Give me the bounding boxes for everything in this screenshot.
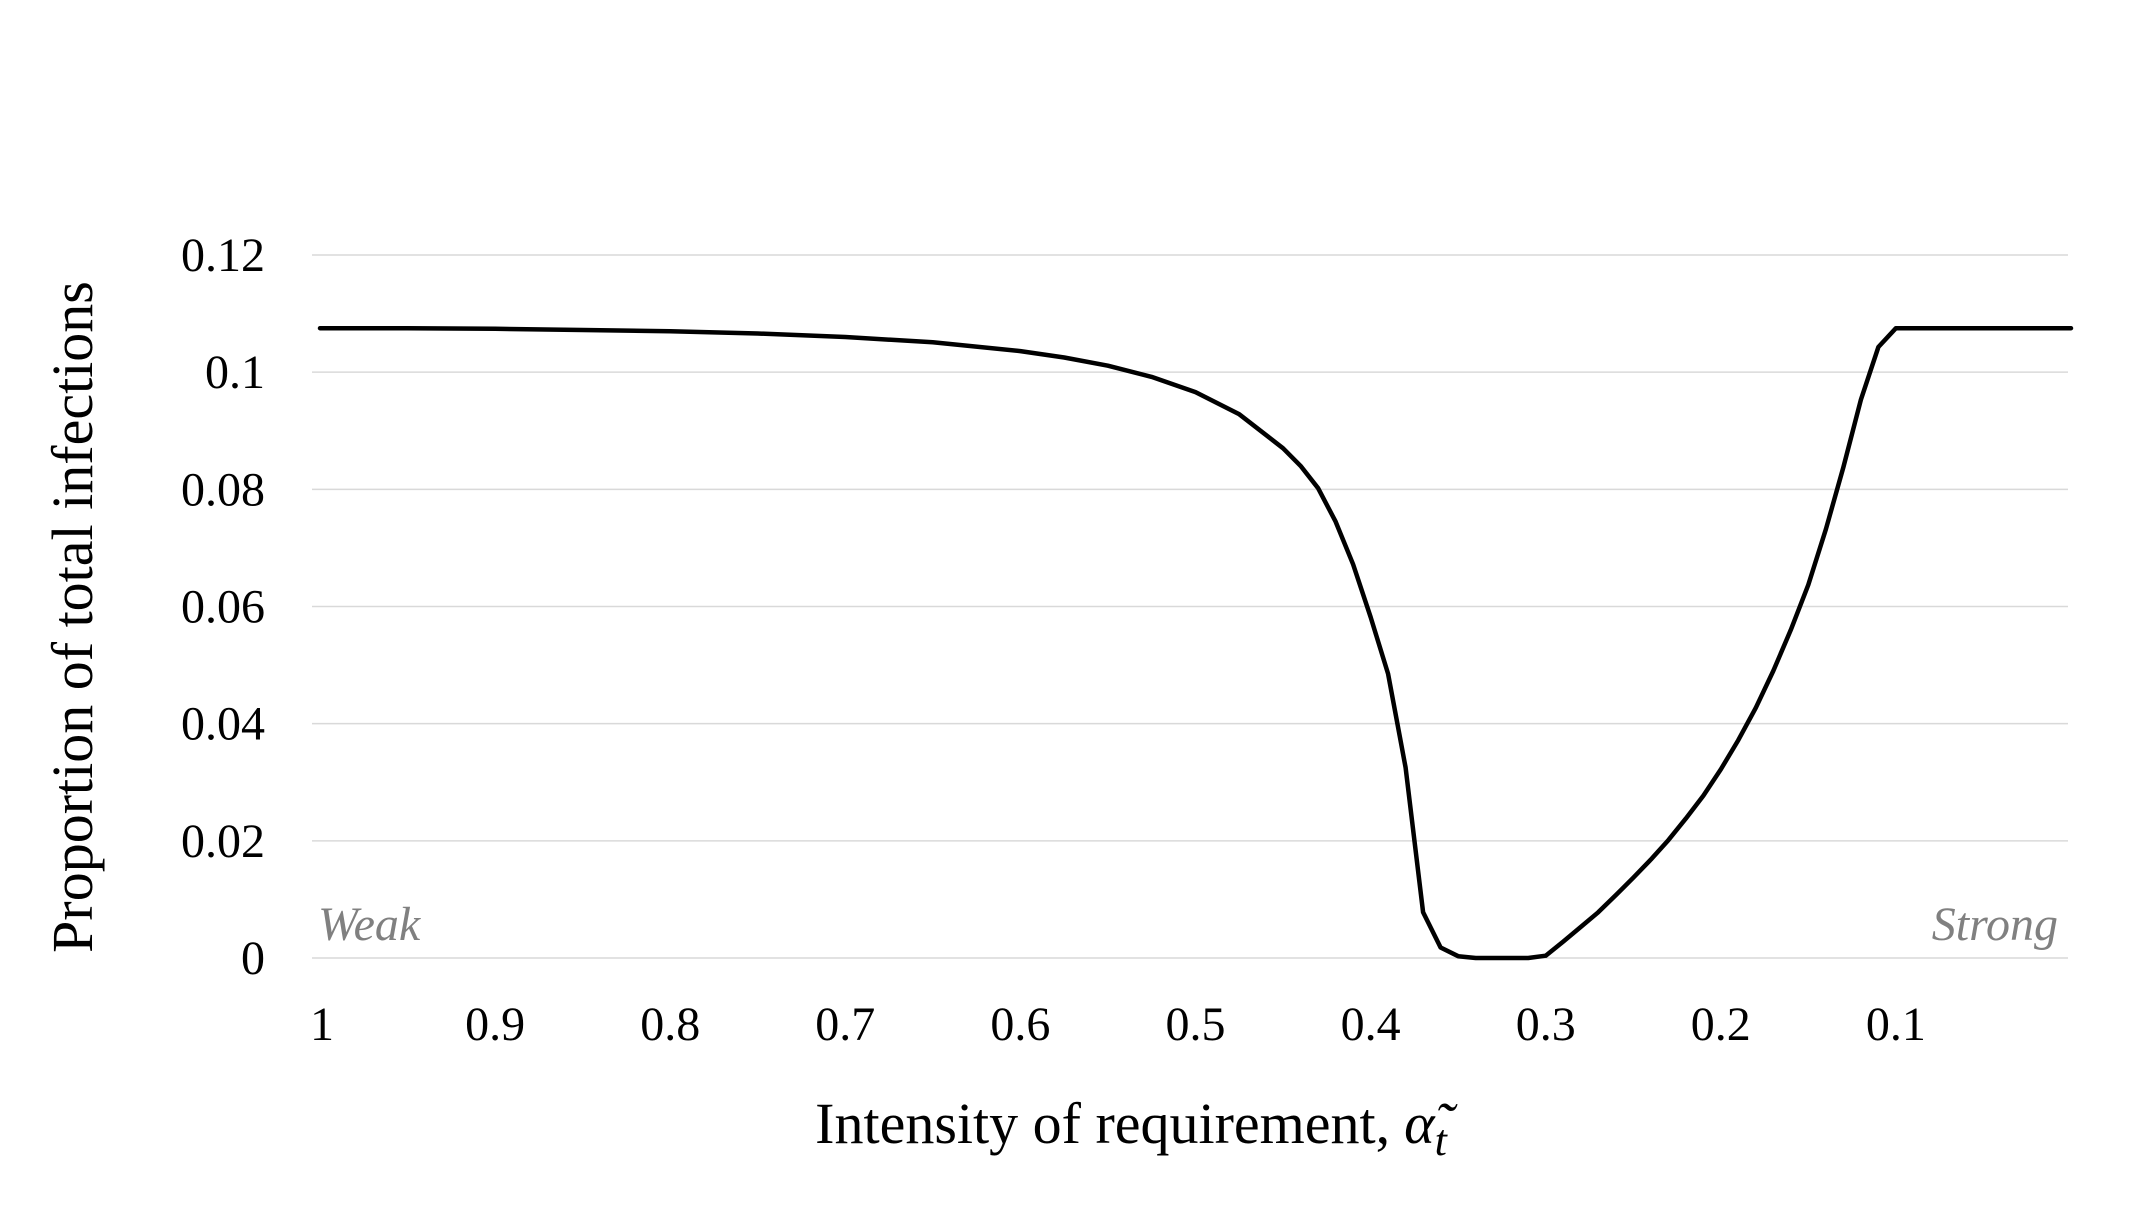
y-tick-label: 0.12 [181,229,265,282]
x-tick-label: 0.4 [1341,998,1401,1051]
y-tick-label: 0.08 [181,463,265,516]
series-line-0 [317,325,2074,961]
x-tick-label: 1 [310,998,334,1051]
x-tick-label: 0.5 [1166,998,1226,1051]
x-axis-label-text: Intensity of requirement, [815,1091,1390,1156]
y-tick-label: 0 [241,932,265,985]
y-tick-label: 0.02 [181,815,265,868]
y-tick-label: 0.04 [181,698,265,751]
annotation-strong: Strong [1932,898,2058,951]
x-axis-label-symbol: α̃ [1404,1091,1457,1156]
gridlines [312,254,2068,959]
x-tick-label: 0.9 [465,998,525,1051]
y-tick-labels: 0 0.02 0.04 0.06 0.08 0.1 0.12 [181,229,265,985]
x-tick-label: 0.8 [640,998,700,1051]
x-axis-label-subscript: t [1435,1116,1449,1165]
x-tick-label: 0.2 [1691,998,1751,1051]
x-tick-label: 0.1 [1866,998,1926,1051]
x-axis-label: Intensity of requirement, α̃t [815,1091,1457,1165]
x-tick-label: 0.7 [815,998,875,1051]
x-tick-labels: 1 0.9 0.8 0.7 0.6 0.5 0.4 0.3 0.2 0.1 [310,998,1926,1051]
x-tick-label: 0.6 [990,998,1050,1051]
y-tick-label: 0.06 [181,581,265,634]
x-tick-label: 0.3 [1516,998,1576,1051]
y-tick-label: 0.1 [205,346,265,399]
series-layer [317,325,2074,961]
y-axis-label: Proportion of total infections [40,281,105,953]
annotation-weak: Weak [318,898,422,951]
